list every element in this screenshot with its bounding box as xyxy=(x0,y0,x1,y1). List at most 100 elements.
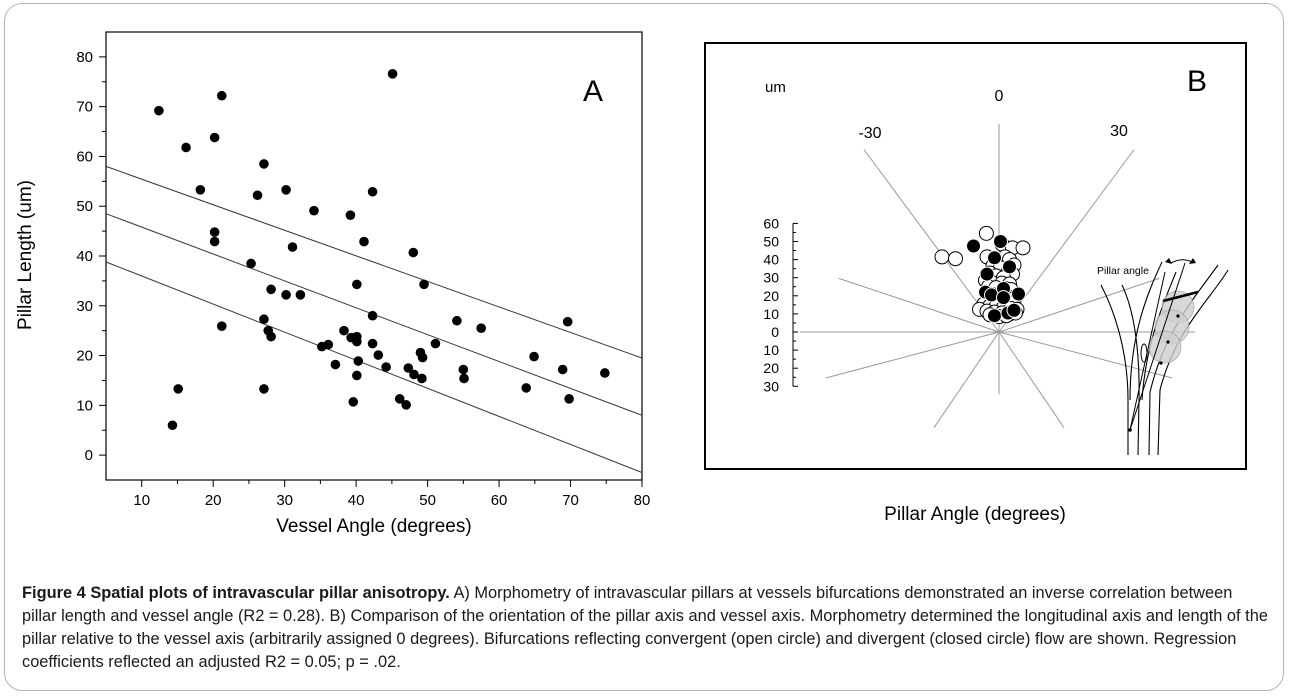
data-point-a xyxy=(419,279,429,290)
data-point-a xyxy=(154,105,164,116)
caption-body: A) Morphometry of intravascular pillars … xyxy=(22,584,1268,671)
y-tick-label-b: 10 xyxy=(763,342,779,358)
data-point-a xyxy=(521,383,532,393)
data-point-a xyxy=(167,420,178,431)
y-tick-label-a: 10 xyxy=(76,397,93,414)
closed-point xyxy=(966,238,981,254)
y-tick-label-b: 50 xyxy=(763,234,779,250)
x-tick-label-a: 10 xyxy=(133,492,150,509)
vessel-bifurcation-diagram: Pillar angle xyxy=(1097,258,1229,456)
closed-point xyxy=(1002,259,1017,275)
x-axis-label-a: Vessel Angle (degrees) xyxy=(276,516,471,537)
data-point-a xyxy=(417,373,427,384)
x-tick-label-a: 70 xyxy=(562,492,579,509)
data-point-a xyxy=(459,373,469,384)
y-tick-label-b: 20 xyxy=(763,288,779,304)
closed-point xyxy=(979,266,995,282)
ray-up xyxy=(838,277,1000,333)
ray-down xyxy=(825,331,1000,379)
angle-label-30: 30 xyxy=(1110,123,1128,140)
data-point-a xyxy=(476,323,487,333)
data-point-a xyxy=(209,236,220,247)
data-point-a xyxy=(387,69,398,79)
ray-up xyxy=(863,149,1000,333)
data-point-a xyxy=(295,290,306,300)
data-point-a xyxy=(345,210,356,220)
data-point-a xyxy=(281,184,291,195)
y-tick-label-a: 30 xyxy=(76,298,93,315)
closed-point xyxy=(1006,302,1022,318)
data-point-a xyxy=(216,90,227,101)
open-point xyxy=(978,225,994,241)
data-point-a xyxy=(529,351,539,362)
angle-label-minus-30: -30 xyxy=(858,125,881,142)
closed-point xyxy=(1011,286,1026,302)
data-point-a xyxy=(394,394,405,404)
data-point-a xyxy=(401,400,411,410)
data-point-a xyxy=(209,227,220,237)
data-point-a xyxy=(259,314,269,325)
data-point-a xyxy=(348,397,359,407)
data-point-a xyxy=(195,184,206,195)
angle-label-0: 0 xyxy=(995,88,1004,105)
x-tick-label-a: 20 xyxy=(205,492,222,509)
data-point-a xyxy=(309,205,319,216)
data-point-a xyxy=(381,362,391,372)
closed-point xyxy=(996,290,1011,306)
plot-frame-b xyxy=(704,42,1247,470)
y-tick-label-a: 60 xyxy=(76,148,93,165)
data-point-a xyxy=(367,338,378,349)
caption-label: Figure 4 xyxy=(22,584,86,602)
figure-caption: Figure 4 Spatial plots of intravascular … xyxy=(22,582,1270,674)
ray-up xyxy=(998,149,1135,333)
x-tick-label-a: 40 xyxy=(348,492,365,509)
closed-point xyxy=(987,308,1002,324)
data-point-a xyxy=(564,394,574,404)
chart-b: 60 50 40 30 20 10 0 10 20 30 Pillar angle B Pilla… xyxy=(704,42,1247,525)
data-point-a xyxy=(330,359,341,370)
data-point-a xyxy=(417,352,428,363)
panel-label-b: B xyxy=(1187,65,1207,98)
data-point-a xyxy=(408,247,419,258)
y-tick-label-a: 0 xyxy=(85,447,93,464)
data-point-a xyxy=(352,336,362,347)
x-tick-label-a: 60 xyxy=(491,492,508,509)
open-point xyxy=(1015,240,1031,256)
figure-frame xyxy=(4,3,1284,691)
data-point-a xyxy=(209,132,220,143)
data-point-a xyxy=(259,384,269,394)
data-point-a xyxy=(359,236,369,247)
panel-label-a: A xyxy=(583,75,603,108)
y-axis-unit-b: um xyxy=(765,79,786,96)
data-point-a xyxy=(216,321,227,331)
y-axis-label-a: Pillar Length (um) xyxy=(15,180,36,330)
ray-down xyxy=(933,331,1000,428)
x-tick-label-a: 50 xyxy=(419,492,436,509)
data-point-a xyxy=(373,350,384,360)
data-point-a xyxy=(352,279,362,290)
data-point-a xyxy=(181,142,191,153)
data-point-a xyxy=(259,159,269,169)
data-point-a xyxy=(252,190,263,201)
pillar-angle-inset-label: Pillar angle xyxy=(1097,265,1149,277)
data-point-a xyxy=(409,369,419,380)
data-point-a xyxy=(458,364,469,375)
data-point-a xyxy=(353,356,364,366)
data-point-a xyxy=(562,316,573,327)
y-tick-label-a: 20 xyxy=(76,348,93,365)
ray-up xyxy=(998,277,1160,333)
y-tick-label-b: 40 xyxy=(763,252,779,268)
ray-down xyxy=(998,331,1065,428)
data-point-a xyxy=(557,364,568,375)
data-point-a xyxy=(287,242,298,252)
regression-lower-line xyxy=(105,261,643,473)
data-point-a xyxy=(352,370,362,381)
y-tick-label-a: 80 xyxy=(76,49,93,66)
y-tick-label-a: 40 xyxy=(76,248,93,265)
data-point-a xyxy=(173,384,183,394)
data-point-a xyxy=(367,310,378,321)
data-point-a xyxy=(246,258,256,269)
caption-title: Spatial plots of intravascular pillar an… xyxy=(90,584,450,602)
y-tick-label-a: 50 xyxy=(76,198,93,215)
data-point-a xyxy=(266,331,276,342)
